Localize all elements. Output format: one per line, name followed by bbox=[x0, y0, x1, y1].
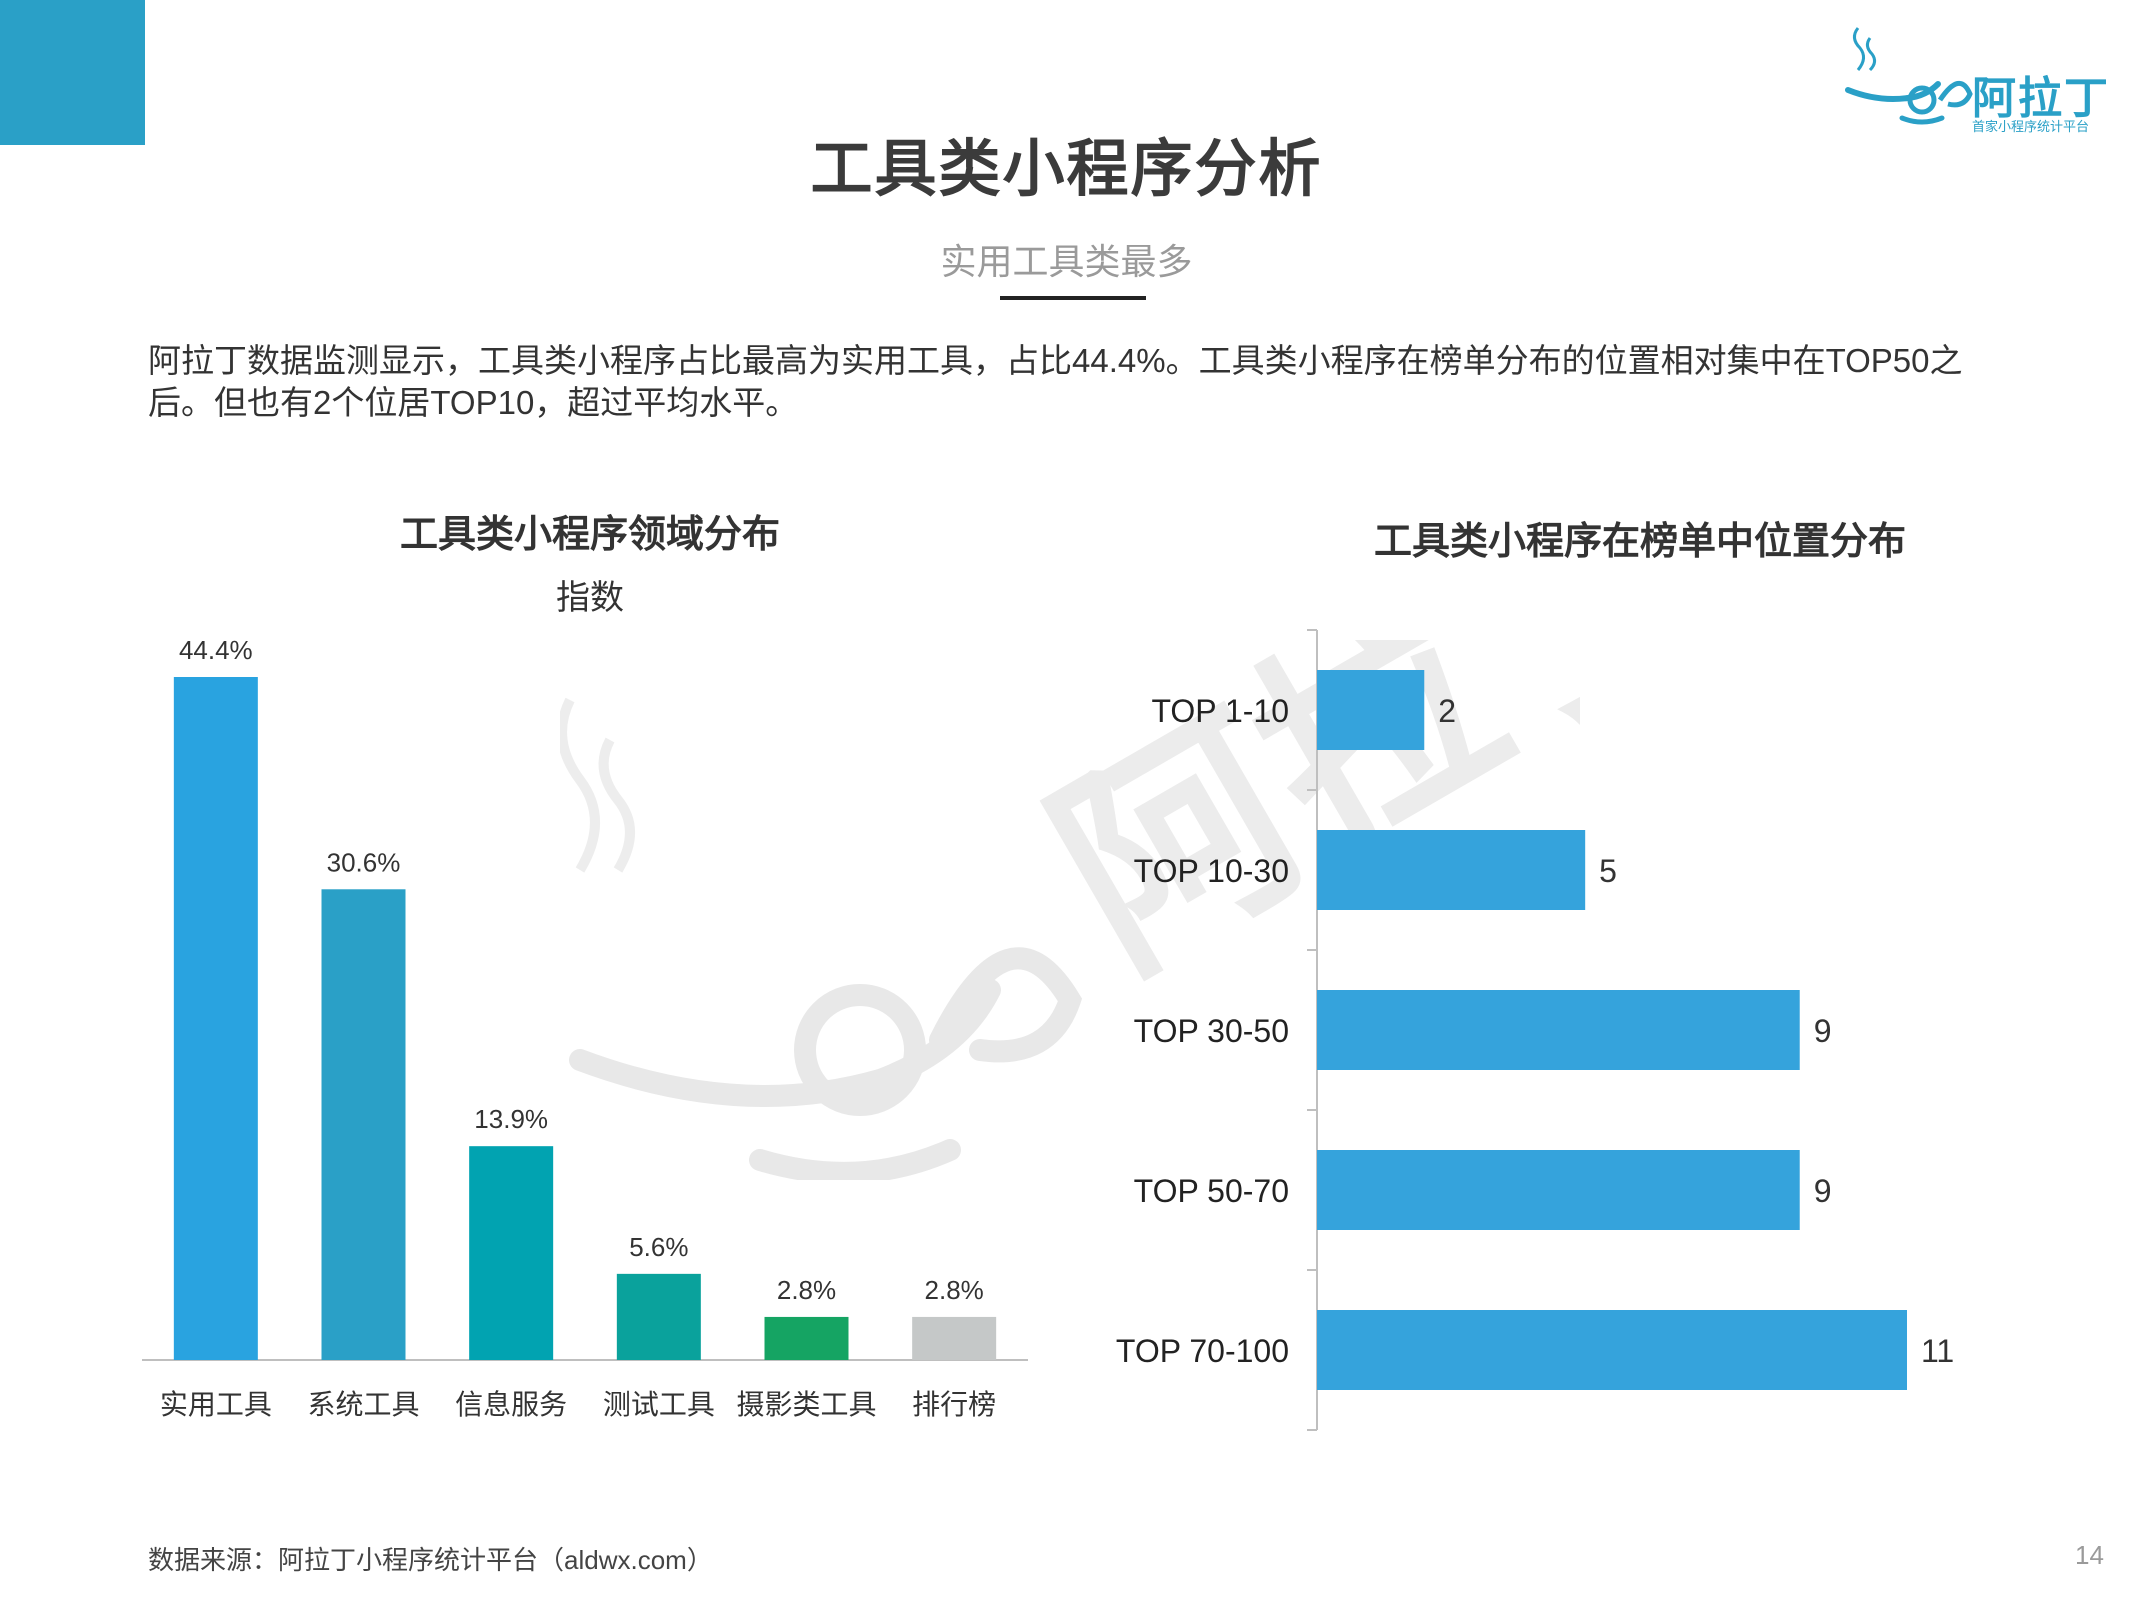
hbar-value-label: 11 bbox=[1921, 1333, 1954, 1369]
bar-1 bbox=[173, 677, 258, 1360]
y-tick-label: TOP 10-30 bbox=[1134, 853, 1289, 889]
corner-accent-block bbox=[0, 0, 145, 145]
hbar-1 bbox=[1317, 670, 1425, 750]
bar-4 bbox=[616, 1273, 701, 1360]
x-tick-label: 实用工具 bbox=[160, 1389, 272, 1420]
bar-6 bbox=[912, 1316, 997, 1360]
bar-value-label: 2.8% bbox=[925, 1275, 984, 1305]
bar-2 bbox=[321, 889, 406, 1360]
magic-lamp-icon bbox=[1845, 27, 1973, 125]
hbar-3 bbox=[1317, 990, 1800, 1070]
bar-3 bbox=[469, 1146, 554, 1360]
hbar-value-label: 9 bbox=[1814, 1173, 1832, 1209]
x-tick-label: 摄影类工具 bbox=[736, 1389, 876, 1420]
logo-tagline: 首家小程序统计平台 bbox=[1972, 119, 2090, 134]
bar-value-label: 13.9% bbox=[474, 1104, 548, 1134]
right-chart-title: 工具类小程序在榜单中位置分布 bbox=[1373, 521, 1906, 563]
page-title: 工具类小程序分析 bbox=[810, 135, 1323, 204]
hbar-value-label: 9 bbox=[1814, 1013, 1832, 1049]
bar-value-label: 2.8% bbox=[777, 1275, 836, 1305]
left-chart-title: 工具类小程序领域分布 bbox=[399, 514, 780, 556]
hbar-4 bbox=[1317, 1150, 1800, 1230]
left-chart-subtitle: 指数 bbox=[556, 579, 624, 617]
data-source-footer: 数据来源：阿拉丁小程序统计平台（aldwx.com） bbox=[148, 1545, 713, 1575]
subtitle-underline bbox=[1000, 296, 1146, 300]
hbar-5 bbox=[1317, 1310, 1907, 1390]
y-tick-label: TOP 1-10 bbox=[1151, 693, 1289, 729]
page-subtitle: 实用工具类最多 bbox=[940, 241, 1193, 282]
bar-5 bbox=[764, 1316, 849, 1360]
bar-value-label: 5.6% bbox=[629, 1232, 688, 1262]
description-text: 阿拉丁数据监测显示，工具类小程序占比最高为实用工具，占比44.4%。工具类小程序… bbox=[148, 342, 1963, 421]
x-tick-label: 排行榜 bbox=[912, 1389, 996, 1420]
bar-value-label: 30.6% bbox=[327, 847, 401, 877]
y-tick-label: TOP 30-50 bbox=[1134, 1013, 1289, 1049]
y-tick-label: TOP 50-70 bbox=[1134, 1173, 1289, 1209]
x-tick-label: 测试工具 bbox=[603, 1389, 715, 1420]
y-tick-label: TOP 70-100 bbox=[1116, 1333, 1289, 1369]
hbar-value-label: 2 bbox=[1438, 693, 1456, 729]
hbar-2 bbox=[1317, 830, 1586, 910]
page-number: 14 bbox=[2075, 1540, 2104, 1570]
logo-name: 阿拉丁 bbox=[1972, 74, 2110, 123]
hbar-value-label: 5 bbox=[1599, 853, 1617, 889]
x-tick-label: 系统工具 bbox=[307, 1389, 419, 1420]
bar-value-label: 44.4% bbox=[179, 635, 253, 665]
x-tick-label: 信息服务 bbox=[455, 1389, 567, 1420]
